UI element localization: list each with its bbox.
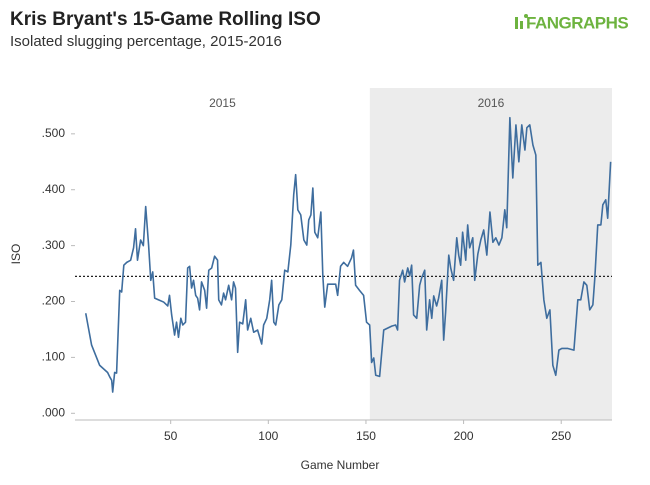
y-tick-label: .500 (42, 126, 66, 140)
period-label: 2015 (209, 96, 236, 110)
y-tick-label: .200 (42, 294, 66, 308)
x-tick-label: 200 (454, 429, 474, 443)
y-tick-label: .100 (42, 350, 66, 364)
x-axis-label: Game Number (301, 458, 380, 472)
y-tick-label: .400 (42, 182, 66, 196)
logo-text: FANGRAPHS (526, 13, 628, 32)
series-line (84, 116, 612, 393)
logo-icon (520, 21, 523, 29)
y-tick-label: .000 (42, 405, 66, 419)
x-tick-label: 250 (551, 429, 571, 443)
x-tick-label: 100 (258, 429, 278, 443)
period-shade (369, 88, 612, 420)
y-axis-label: ISO (9, 244, 23, 265)
logo-icon (515, 17, 518, 29)
logo-icon (524, 14, 528, 18)
chart-title: Kris Bryant's 15-Game Rolling ISO (10, 9, 321, 30)
logo: FANGRAPHS (515, 13, 629, 32)
x-tick-label: 50 (164, 429, 178, 443)
y-tick-label: .300 (42, 238, 66, 252)
period-label: 2016 (478, 96, 505, 110)
x-tick-label: 150 (356, 429, 376, 443)
chart-subtitle: Isolated slugging percentage, 2015-2016 (10, 33, 282, 50)
